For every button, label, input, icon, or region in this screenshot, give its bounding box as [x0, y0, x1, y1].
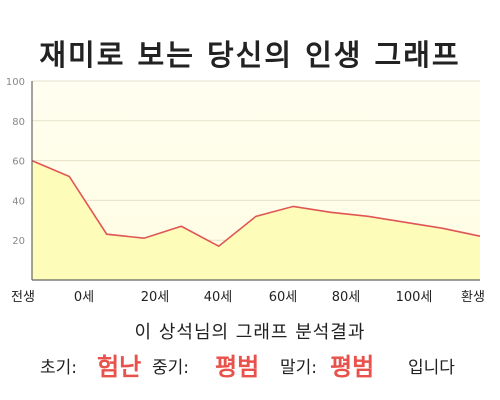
y-tick-label: 40 — [12, 196, 25, 207]
x-tick-label: 20세 — [141, 290, 170, 305]
late-value: 평범 — [330, 353, 375, 381]
early-label: 초기: — [40, 358, 78, 378]
analysis-caption: 이 상석님의 그래프 분석결과 — [134, 322, 366, 343]
x-tick-label: 전생 — [11, 290, 35, 305]
x-tick-label: 0세 — [74, 290, 94, 305]
y-tick-label: 60 — [12, 157, 25, 168]
late-label: 말기: — [280, 358, 318, 378]
x-tick-label: 80세 — [332, 290, 361, 305]
x-tick-label: 40세 — [204, 290, 233, 305]
area-fill — [32, 160, 480, 280]
verdict-line: 초기: 험난 중기: 평범 말기: 평범 입니다 — [0, 345, 500, 385]
y-tick-label: 80 — [12, 117, 25, 128]
y-tick-label: 100 — [6, 77, 25, 88]
early-value: 험난 — [97, 353, 142, 381]
y-tick-label: 20 — [12, 236, 25, 247]
mid-label: 중기: — [152, 358, 190, 378]
x-tick-label: 환생 — [461, 290, 485, 305]
page-title: 재미로 보는 당신의 인생 그래프 — [39, 38, 461, 72]
mid-value: 평범 — [215, 353, 260, 381]
x-tick-label: 100세 — [396, 290, 433, 305]
x-tick-label: 60세 — [269, 290, 298, 305]
life-line — [31, 159, 481, 248]
ending-text: 입니다 — [408, 358, 455, 378]
